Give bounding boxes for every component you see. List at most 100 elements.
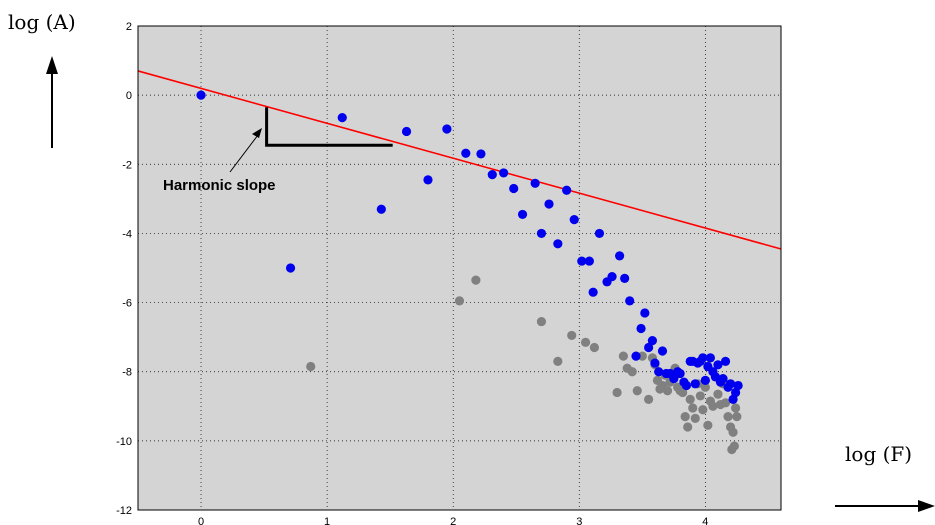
plot-area: [138, 26, 781, 510]
blue-data-point: [705, 353, 715, 363]
gray-data-point: [688, 403, 698, 413]
blue-data-point: [733, 380, 743, 391]
x-tick-label: 4: [702, 516, 708, 525]
x-tick-label: 0: [198, 516, 204, 525]
gray-data-point: [632, 386, 642, 396]
blue-data-point: [720, 356, 731, 366]
gray-data-point: [695, 391, 705, 401]
blue-data-point: [530, 178, 540, 188]
blue-data-point: [461, 148, 471, 158]
y-tick-label: 2: [126, 21, 132, 33]
blue-data-point: [631, 351, 641, 361]
slope-marker-group: [265, 107, 393, 147]
blue-data-point: [644, 342, 654, 353]
blue-data-point: [607, 272, 617, 282]
blue-data-point: [700, 375, 710, 385]
blue-data-point: [654, 367, 664, 377]
y-tick-label: -8: [122, 367, 132, 379]
gray-data-point: [589, 342, 600, 353]
y-tick-label: -12: [116, 505, 132, 517]
blue-data-point: [647, 336, 658, 346]
annotation-harmonic-slope: Harmonic slope: [163, 177, 276, 194]
gray-data-point: [644, 394, 654, 404]
fit-line-group: [137, 70, 782, 250]
gray-data-point: [729, 441, 739, 451]
gray-data-point: [731, 403, 741, 413]
gray-data-point: [662, 386, 673, 396]
blue-data-point: [650, 358, 660, 368]
gray-data-point: [703, 420, 713, 430]
gray-data-point: [683, 422, 693, 432]
blue-series: [196, 90, 743, 404]
blue-data-point: [487, 170, 497, 180]
blue-data-point: [401, 126, 412, 137]
gray-data-point: [536, 316, 547, 327]
gray-data-point: [685, 394, 695, 404]
blue-data-point: [669, 374, 679, 384]
gray-data-point: [713, 389, 723, 399]
gray-data-point: [471, 275, 481, 285]
x-tick-label: 1: [324, 516, 330, 525]
y-tick-label: -2: [122, 159, 132, 171]
blue-data-point: [577, 256, 587, 266]
blue-data-point: [725, 379, 736, 389]
blue-data-point: [423, 175, 433, 185]
y-direction-arrow: [46, 56, 58, 148]
blue-data-point: [625, 296, 635, 306]
gray-data-point: [680, 412, 690, 422]
annotation-arrowhead: [252, 128, 262, 138]
blue-data-point: [718, 374, 728, 384]
blue-data-point: [196, 90, 206, 100]
gray-data-point: [306, 361, 316, 372]
y-axis-label: log (A): [8, 10, 76, 34]
gray-data-point: [580, 337, 591, 347]
blue-data-point: [442, 124, 452, 134]
gray-data-point: [732, 412, 742, 422]
y-tick-label: -10: [116, 436, 132, 448]
x-tick-label: 3: [576, 516, 582, 525]
x-direction-arrow: [835, 500, 935, 512]
blue-data-point: [713, 360, 723, 370]
x-axis-label: log (F): [845, 442, 913, 466]
plot-border: [137, 25, 782, 511]
blue-data-point: [615, 251, 625, 261]
blue-data-point: [675, 368, 685, 379]
blue-data-point: [553, 239, 563, 249]
blue-data-point: [337, 113, 347, 123]
blue-data-point: [517, 209, 528, 220]
gray-data-point: [723, 412, 733, 422]
blue-data-point: [657, 346, 668, 356]
tick-labels: 0 1 2 3 4 2 0 -2 -4 -6 -8 -10 -12: [116, 21, 708, 525]
gray-data-point: [454, 296, 465, 306]
gray-data-point: [553, 356, 563, 366]
blue-data-point: [690, 379, 700, 389]
blue-data-point: [698, 353, 708, 363]
blue-data-point: [376, 204, 386, 214]
gray-data-point: [708, 401, 718, 411]
blue-data-point: [640, 308, 650, 318]
blue-data-point: [285, 263, 296, 273]
gray-data-point: [700, 382, 710, 392]
blue-data-point: [620, 273, 630, 283]
gray-data-point: [690, 413, 700, 423]
slope-marker: [265, 107, 393, 147]
blue-data-point: [476, 149, 486, 159]
y-tick-label: -4: [122, 228, 132, 240]
annotation-group: Harmonic slope: [163, 128, 276, 194]
gray-data-point: [720, 398, 731, 408]
gray-data-point: [678, 387, 688, 398]
blue-data-point: [681, 380, 692, 391]
y-tick-label: -6: [122, 298, 132, 310]
gray-data-point: [627, 367, 637, 377]
x-tick-label: 2: [450, 516, 456, 525]
annotation-arrow-line: [229, 134, 259, 173]
blue-data-point: [588, 287, 598, 297]
gray-data-point: [618, 351, 629, 361]
blue-data-point: [499, 168, 509, 178]
blue-data-point: [509, 183, 519, 194]
fit-line: [137, 70, 782, 250]
y-tick-label: 0: [126, 90, 132, 102]
blue-data-point: [731, 387, 741, 398]
grid: [138, 25, 781, 511]
